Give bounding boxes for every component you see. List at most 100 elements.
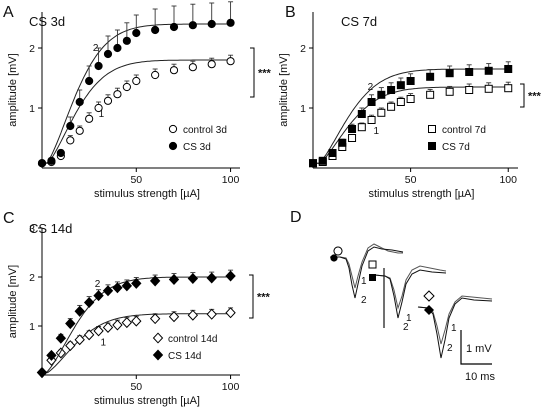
- data-point-control: [225, 307, 236, 319]
- data-point-control: [357, 123, 366, 132]
- data-point-control: [131, 315, 142, 327]
- legend-marker-control: [152, 332, 164, 344]
- data-point-control: [94, 103, 103, 113]
- data-point-treated: [121, 280, 133, 292]
- data-point-treated: [206, 272, 217, 284]
- chart-panel-c: 50 100 1 2 3 stimulus strength [µA] amplitude …: [7, 223, 271, 407]
- data-point-treated: [168, 273, 180, 285]
- data-point-control: [112, 319, 123, 331]
- trace-cs-7d: [374, 269, 447, 319]
- legend-marker-control: [168, 124, 178, 134]
- data-point-treated: [225, 270, 236, 282]
- panel-title-c: CS 14d: [29, 221, 72, 236]
- data-point-treated: [328, 149, 337, 157]
- y-axis-label: amplitude [mV]: [7, 265, 19, 338]
- panel-title-a: CS 3d: [29, 14, 65, 29]
- legend-label: control 3d: [183, 125, 227, 136]
- data-point-treated: [226, 18, 235, 27]
- data-point-control: [377, 108, 386, 117]
- legend-label: control 14d: [168, 334, 217, 345]
- chart-panel-b: 50 100 1 2 stimulus strength [µA] amplitude […: [278, 12, 542, 200]
- curve-annotation: 2: [368, 82, 374, 93]
- data-point-control: [445, 87, 454, 96]
- x-tick-label: 50: [405, 174, 417, 186]
- data-point-control: [187, 309, 199, 321]
- data-point-treated: [188, 21, 197, 30]
- data-point-treated: [47, 156, 56, 165]
- panel-title-b: CS 7d: [341, 14, 377, 29]
- panel-letter-d: D: [290, 209, 302, 226]
- filled-circle-icon: [330, 254, 338, 262]
- data-point-control: [85, 114, 94, 123]
- data-point-treated: [151, 25, 160, 35]
- scale-bar: [460, 330, 492, 365]
- curve-annotation: 2: [95, 279, 101, 290]
- data-point-treated: [377, 90, 386, 99]
- data-point-treated: [367, 98, 376, 106]
- data-point-control: [387, 102, 396, 111]
- data-point-treated: [102, 285, 114, 297]
- open-circle-icon: [333, 246, 343, 256]
- data-point-treated: [387, 86, 396, 94]
- data-point-control: [465, 86, 474, 94]
- trace-control-7d: [374, 265, 447, 310]
- data-point-treated: [149, 275, 161, 287]
- data-point-control: [348, 134, 357, 142]
- data-point-treated: [207, 19, 216, 29]
- x-tick-label: 100: [222, 174, 240, 186]
- data-point-treated: [357, 110, 366, 118]
- significance-label: ***: [258, 68, 272, 80]
- trace-label-1: 1: [451, 323, 457, 334]
- trace-label-2: 2: [361, 295, 367, 306]
- x-tick-label: 100: [499, 174, 517, 186]
- data-point-treated: [46, 349, 57, 361]
- curve-annotation: 1: [99, 109, 105, 120]
- legend-label: CS 14d: [168, 351, 201, 362]
- trace-label-2: 2: [447, 343, 453, 354]
- panel-letter-b: B: [285, 4, 296, 21]
- chart-panel-a: 50 100 1 2 stimulus strength [µA] amplitude […: [7, 1, 272, 200]
- significance-label: ***: [528, 91, 542, 103]
- y-axis-label: amplitude [mV]: [7, 53, 19, 126]
- data-point-control: [75, 126, 84, 135]
- data-point-control: [65, 340, 76, 352]
- trace-label-2: 2: [403, 322, 409, 333]
- data-point-control: [74, 334, 85, 346]
- x-tick-label: 100: [222, 381, 240, 393]
- legend-marker-treated: [428, 142, 436, 150]
- fit-line-treated: [313, 68, 509, 164]
- legend-label: CS 3d: [183, 142, 211, 153]
- x-axis-label: stimulus strength [µA]: [94, 188, 200, 200]
- scale-amplitude-label: 1 mV: [466, 343, 492, 355]
- data-point-treated: [94, 61, 103, 71]
- data-point-treated: [103, 49, 113, 59]
- data-point-control: [149, 313, 161, 325]
- trace-panel-d: 1 2 1 2 1 2 1 mV 10 ms: [330, 243, 495, 383]
- data-point-control: [169, 66, 179, 75]
- data-point-control: [367, 116, 376, 124]
- data-point-treated: [338, 138, 347, 147]
- data-point-treated: [318, 156, 327, 165]
- legend-label: CS 7d: [442, 142, 470, 153]
- data-point-treated: [396, 81, 405, 90]
- fit-line-control: [42, 59, 231, 164]
- data-point-treated: [309, 159, 317, 168]
- data-point-control: [121, 317, 133, 329]
- curve-annotation: 2: [93, 43, 99, 54]
- y-axis-label: amplitude [mV]: [278, 53, 290, 126]
- data-point-treated: [122, 36, 131, 45]
- data-point-treated: [504, 65, 513, 73]
- data-point-treated: [66, 121, 75, 131]
- trace-control-14d: [417, 295, 493, 345]
- trace-label-1: 1: [361, 276, 367, 287]
- data-point-treated: [112, 282, 123, 294]
- panel-letter-a: A: [3, 4, 14, 21]
- legend-marker-treated: [152, 349, 164, 361]
- data-point-control: [66, 136, 75, 145]
- y-tick-label: 1: [300, 103, 306, 115]
- data-point-treated: [445, 69, 454, 78]
- legend-label: control 7d: [442, 125, 486, 136]
- data-point-control: [406, 95, 415, 103]
- data-point-control: [103, 96, 113, 105]
